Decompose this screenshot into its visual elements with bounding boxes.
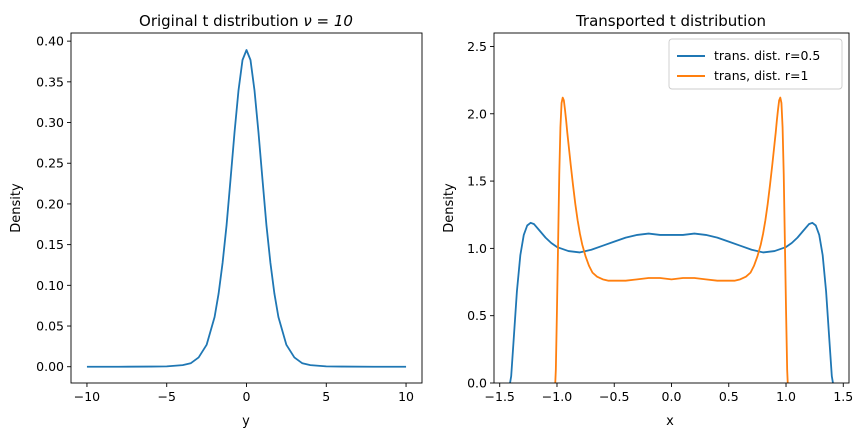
- x-tick-label: −0.5: [599, 389, 629, 404]
- x-tick-label: 1.5: [833, 389, 853, 404]
- series-line-0: [509, 221, 834, 383]
- x-axis-label: y: [242, 414, 250, 429]
- x-tick-label: 10: [398, 389, 414, 404]
- transported-t-distribution-chart: Transported t distribution −1.5 −1.0 −0.5 0…: [442, 12, 853, 429]
- y-tick-label: 0.35: [36, 74, 64, 89]
- legend-label-r1: trans, dist. r=1: [714, 68, 808, 83]
- y-tick-label: 0.05: [36, 319, 64, 334]
- x-tick-label: 0.5: [719, 389, 739, 404]
- x-tick-label: 1.0: [776, 389, 796, 404]
- y-tick-label: 0.10: [36, 278, 64, 293]
- y-tick-label: 2.5: [467, 39, 487, 54]
- axes-frame: [70, 32, 423, 384]
- x-tick-label: −1.0: [542, 389, 572, 404]
- x-axis-label: x: [666, 414, 674, 429]
- legend-label-r05: trans. dist. r=0.5: [714, 48, 820, 63]
- x-tick-label: 0: [243, 389, 251, 404]
- legend: trans. dist. r=0.5 trans, dist. r=1: [668, 38, 843, 90]
- y-tick-label: 0.0: [467, 376, 487, 391]
- original-t-distribution-chart: Original t distribution ν = 10 −10 −5 0 5 10…: [9, 12, 423, 429]
- x-tick-label: 5: [322, 389, 330, 404]
- y-tick-label: 0.30: [36, 115, 64, 130]
- y-tick-label: 0.15: [36, 237, 64, 252]
- chart-title: Original t distribution ν = 10: [139, 12, 353, 30]
- series-line-1: [554, 96, 789, 383]
- y-axis-label: Density: [442, 183, 457, 233]
- y-tick-label: 1.0: [467, 241, 487, 256]
- y-axis-label: Density: [9, 183, 24, 233]
- chart-title: Transported t distribution: [575, 12, 766, 30]
- x-tick-label: 0.0: [662, 389, 682, 404]
- x-tick-label: −1.5: [485, 389, 515, 404]
- y-tick-label: 0.40: [36, 34, 64, 49]
- y-tick-label: 0.25: [36, 156, 64, 171]
- y-tick-label: 1.5: [467, 174, 487, 189]
- ticks: −10 −5 0 5 10 0.00 0.05 0.10 0.15 0.20 0.25 0.30 0.3…: [36, 34, 414, 404]
- y-tick-label: 0.5: [467, 308, 487, 323]
- ticks: −1.5 −1.0 −0.5 0.0 0.5 1.0 1.5 0.0 0.5 1.0 1.5 2.0 2…: [467, 39, 853, 404]
- series-lines: [86, 49, 407, 368]
- y-tick-label: 0.00: [36, 359, 64, 374]
- axes-frame: [493, 32, 850, 384]
- y-tick-label: 0.20: [36, 196, 64, 211]
- legend-box: [668, 38, 843, 90]
- series-line-0: [86, 49, 407, 368]
- x-tick-label: −5: [158, 389, 176, 404]
- x-tick-label: −10: [74, 389, 100, 404]
- series-lines: [509, 96, 834, 383]
- y-tick-label: 2.0: [467, 106, 487, 121]
